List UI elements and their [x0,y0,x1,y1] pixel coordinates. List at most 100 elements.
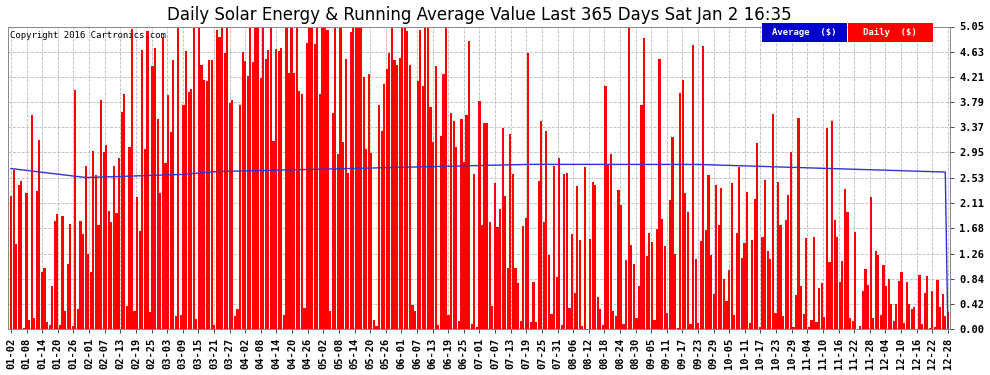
Bar [301,94,303,329]
Bar [638,286,641,329]
Bar [671,137,673,329]
Bar [275,49,277,329]
Bar [180,315,182,329]
Bar [409,65,411,329]
Bar [790,152,792,329]
Bar [71,326,74,329]
Bar [795,294,797,329]
Bar [875,251,877,329]
Bar [473,174,475,329]
Bar [772,114,774,329]
Bar [849,318,851,329]
Bar [66,264,68,329]
Bar [533,282,535,329]
Bar [831,121,834,329]
Bar [566,173,568,329]
Bar [193,27,195,329]
Bar [277,51,280,329]
Bar [129,147,131,329]
Bar [53,220,55,329]
Bar [499,209,501,329]
Bar [517,283,519,329]
Bar [644,38,645,329]
Bar [666,313,668,329]
Bar [829,262,831,329]
Bar [105,145,107,329]
Bar [200,64,203,329]
Bar [144,149,146,329]
Bar [226,27,229,329]
Bar [914,307,916,329]
Bar [360,27,362,329]
Bar [349,32,351,329]
Bar [417,81,419,329]
Bar [208,60,210,329]
Bar [314,44,316,329]
Bar [401,27,403,329]
Bar [264,59,267,329]
Bar [296,27,298,329]
Bar [362,77,364,329]
Bar [239,105,242,329]
Bar [723,279,725,329]
Bar [547,255,550,329]
Bar [502,128,504,329]
Bar [33,318,36,329]
Bar [121,112,123,329]
Bar [126,306,128,329]
Bar [20,182,23,329]
Bar [927,276,929,329]
Bar [605,86,607,329]
Bar [692,45,694,329]
Bar [347,173,349,329]
Bar [538,181,540,329]
Bar [803,314,805,329]
Bar [676,328,679,329]
Bar [774,313,776,329]
Bar [663,246,666,329]
Bar [118,158,120,329]
Bar [270,27,272,329]
Bar [674,254,676,329]
Bar [470,324,473,329]
Bar [792,327,795,329]
Bar [195,319,197,329]
Bar [882,265,885,329]
Bar [293,73,295,329]
Bar [620,205,622,329]
Bar [682,80,684,329]
Bar [237,309,239,329]
Bar [249,27,251,329]
Bar [571,234,573,329]
Bar [298,91,300,329]
Bar [746,192,748,329]
Bar [877,255,879,329]
Bar [834,220,836,329]
Bar [92,152,94,329]
Bar [303,308,306,329]
Bar [573,292,576,329]
Bar [345,59,346,329]
Bar [463,162,465,329]
Bar [61,216,63,329]
Bar [445,27,447,329]
Bar [391,27,393,329]
Bar [880,315,882,329]
Bar [18,185,20,329]
Bar [406,31,409,329]
Bar [10,196,12,329]
Bar [28,320,30,329]
Bar [625,260,628,329]
Bar [440,136,442,329]
Bar [800,286,802,329]
Bar [650,242,653,329]
Bar [708,175,710,329]
Bar [229,104,231,329]
Bar [576,186,578,329]
Bar [895,303,898,329]
Bar [26,193,28,329]
Bar [541,121,543,329]
Bar [785,220,787,329]
Bar [816,322,818,329]
Bar [327,30,329,329]
